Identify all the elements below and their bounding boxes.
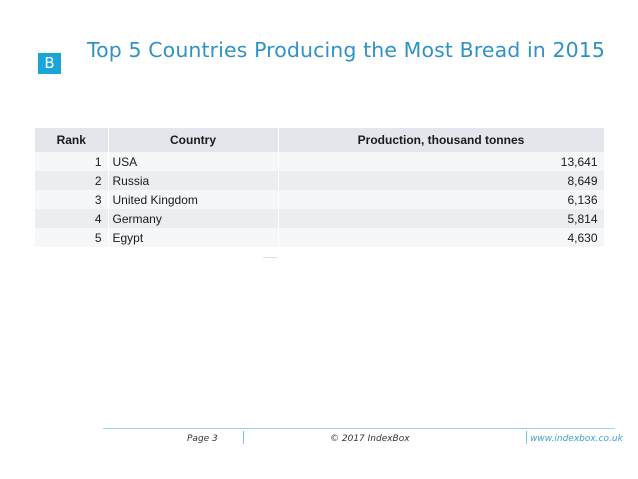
country-cell: Egypt xyxy=(108,228,279,247)
rank-cell: 2 xyxy=(35,171,109,190)
rank-cell: 1 xyxy=(35,152,109,171)
country-cell: United Kingdom xyxy=(108,190,279,209)
rank-cell: 5 xyxy=(35,228,109,247)
production-cell: 8,649 xyxy=(278,171,604,190)
country-cell: Russia xyxy=(108,171,279,190)
production-cell: 4,630 xyxy=(278,228,604,247)
production-table: Rank Country Production, thousand tonnes… xyxy=(35,128,604,247)
website-link[interactable]: www.indexbox.co.uk xyxy=(530,434,623,444)
column-header-rank: Rank xyxy=(35,128,109,152)
slide-title: Top 5 Countries Producing the Most Bread… xyxy=(87,38,606,62)
footer-separator xyxy=(526,431,527,444)
footer-separator xyxy=(243,431,244,444)
copyright-text: © 2017 IndexBox xyxy=(330,434,410,444)
footer-divider xyxy=(103,428,615,429)
table-header-row: Rank Country Production, thousand tonnes xyxy=(35,128,604,152)
column-header-country: Country xyxy=(108,128,279,152)
data-table-container: Rank Country Production, thousand tonnes… xyxy=(35,128,604,258)
table-row: 3 United Kingdom 6,136 xyxy=(35,190,604,209)
country-cell: USA xyxy=(108,152,279,171)
rank-cell: 3 xyxy=(35,190,109,209)
indexbox-logo-icon: B xyxy=(38,53,61,74)
rank-cell: 4 xyxy=(35,209,109,228)
production-cell: 6,136 xyxy=(278,190,604,209)
column-header-production: Production, thousand tonnes xyxy=(278,128,604,152)
table-row: 1 USA 13,641 xyxy=(35,152,604,171)
table-row: 2 Russia 8,649 xyxy=(35,171,604,190)
table-scroll-marker xyxy=(263,257,277,258)
page-number: Page 3 xyxy=(187,434,218,444)
production-cell: 5,814 xyxy=(278,209,604,228)
table-row: 5 Egypt 4,630 xyxy=(35,228,604,247)
table-row: 4 Germany 5,814 xyxy=(35,209,604,228)
production-cell: 13,641 xyxy=(278,152,604,171)
country-cell: Germany xyxy=(108,209,279,228)
